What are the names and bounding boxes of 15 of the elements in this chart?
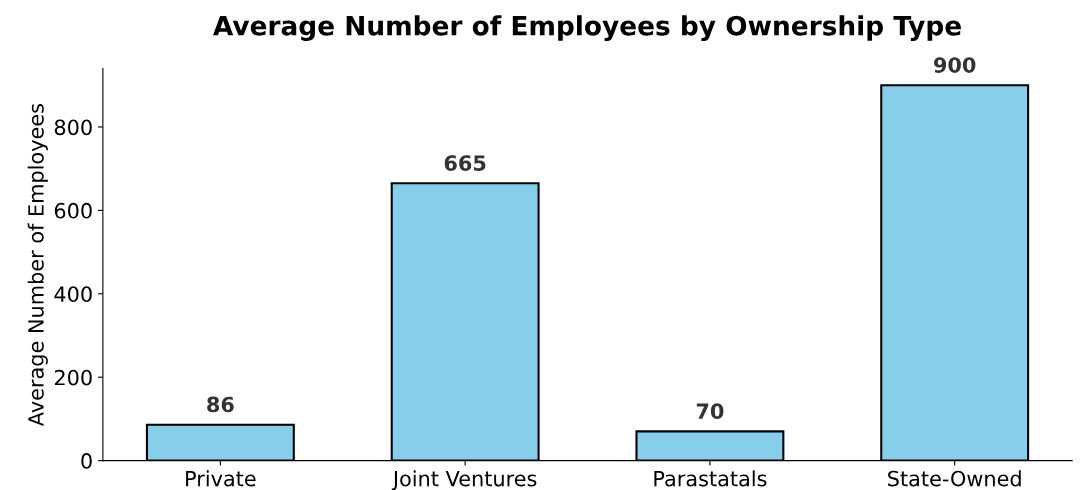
x-tick-label: Parastatals xyxy=(654,470,767,487)
y-tick-label: 200 xyxy=(54,369,92,386)
x-tick-label: Joint Ventures xyxy=(391,470,537,490)
y-tick-label: 600 xyxy=(54,202,92,219)
y-tick-label: 0 xyxy=(81,453,92,469)
data-label: 86 xyxy=(207,396,234,413)
data-label: 900 xyxy=(934,57,976,73)
y-axis-title: Average Number of Employees xyxy=(27,104,48,427)
x-tick-label: Private xyxy=(186,470,256,487)
y-tick-label: 400 xyxy=(54,286,92,302)
data-label: 70 xyxy=(696,403,724,420)
chart-title: Average Number of Employees by Ownership Type xyxy=(213,15,961,41)
x-tick-label: State-Owned xyxy=(888,470,1021,487)
y-tick-label: 800 xyxy=(54,119,92,136)
data-label: 665 xyxy=(444,155,486,171)
